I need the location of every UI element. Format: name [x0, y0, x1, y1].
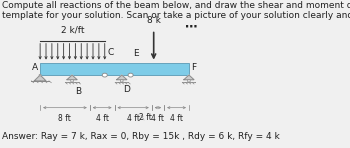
Text: C: C: [107, 48, 113, 57]
Circle shape: [39, 74, 41, 76]
Text: 4 ft: 4 ft: [152, 114, 164, 123]
Text: 2 k/ft: 2 k/ft: [61, 26, 84, 35]
Circle shape: [71, 80, 74, 82]
Text: ⋯: ⋯: [185, 20, 197, 33]
Polygon shape: [67, 75, 77, 80]
Text: 4 ft: 4 ft: [96, 114, 108, 123]
Text: template for your solution. Scan or take a picture of your solution clearly and : template for your solution. Scan or take…: [2, 11, 350, 20]
Circle shape: [120, 80, 123, 82]
Text: F: F: [191, 63, 196, 72]
Text: 8 ft: 8 ft: [58, 114, 71, 123]
Circle shape: [128, 73, 133, 77]
Text: E: E: [133, 49, 139, 58]
Circle shape: [102, 73, 107, 77]
Bar: [40, 63, 189, 75]
Text: A: A: [32, 63, 38, 72]
Polygon shape: [184, 75, 194, 80]
Text: 4 ft: 4 ft: [170, 114, 183, 123]
Text: B: B: [75, 87, 81, 96]
Text: Compute all reactions of the beam below, and draw the shear and moment diagram. : Compute all reactions of the beam below,…: [2, 1, 350, 10]
Polygon shape: [34, 75, 46, 81]
Text: Answer: Ray = 7 k, Rax = 0, Rby = 15k , Rdy = 6 k, Rfy = 4 k: Answer: Ray = 7 k, Rax = 0, Rby = 15k , …: [2, 132, 280, 141]
Text: 4 ft: 4 ft: [127, 114, 140, 123]
Circle shape: [188, 80, 190, 82]
Text: D: D: [123, 86, 130, 94]
Polygon shape: [117, 75, 127, 80]
Text: 8 k: 8 k: [147, 16, 161, 25]
Text: 2 ft: 2 ft: [139, 114, 152, 122]
